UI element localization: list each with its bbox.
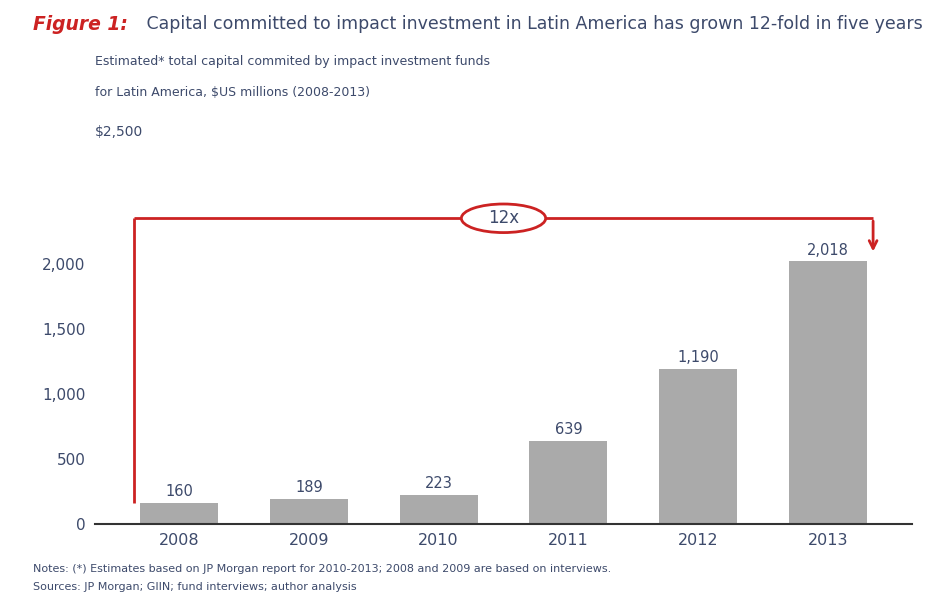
Bar	[141, 503, 218, 524]
Text: Sources: JP Morgan; GIIN; fund interviews; author analysis: Sources: JP Morgan; GIIN; fund interview…	[33, 582, 357, 592]
Bar	[788, 261, 866, 524]
Bar	[400, 495, 478, 524]
Text: 189: 189	[295, 480, 323, 495]
Text: 1,190: 1,190	[677, 351, 719, 365]
Text: Capital committed to impact investment in Latin America has grown 12-fold in fiv: Capital committed to impact investment i…	[141, 15, 922, 33]
Text: 639: 639	[555, 422, 582, 437]
Text: $2,500: $2,500	[95, 124, 143, 139]
Bar	[659, 369, 737, 524]
Text: 12x: 12x	[488, 209, 519, 227]
Ellipse shape	[462, 204, 545, 233]
Text: 160: 160	[165, 484, 193, 499]
Text: Figure 1:: Figure 1:	[33, 15, 128, 34]
Bar	[270, 499, 348, 524]
Text: Estimated* total capital commited by impact investment funds: Estimated* total capital commited by imp…	[95, 55, 490, 68]
Text: 2,018: 2,018	[807, 243, 848, 257]
Text: 223: 223	[425, 476, 452, 491]
Bar	[529, 440, 607, 524]
Text: Notes: (*) Estimates based on JP Morgan report for 2010-2013; 2008 and 2009 are : Notes: (*) Estimates based on JP Morgan …	[33, 564, 612, 573]
Text: for Latin America, $US millions (2008-2013): for Latin America, $US millions (2008-20…	[95, 86, 370, 99]
